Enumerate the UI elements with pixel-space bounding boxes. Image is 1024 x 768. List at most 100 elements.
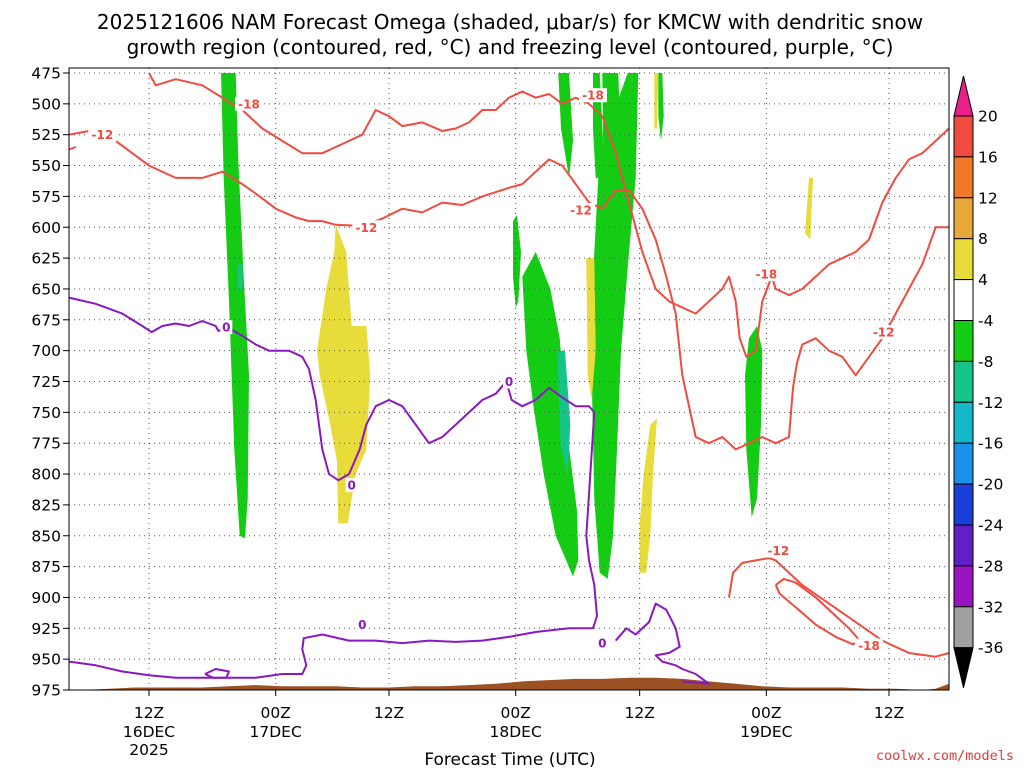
contour-label-bg-0 (235, 96, 263, 111)
colorbar-bin-6 (953, 360, 974, 403)
colorbar-label-6: -8 (978, 353, 993, 371)
omega-region-8 (745, 326, 763, 518)
colorbar-label-8: -16 (978, 435, 1003, 453)
omega-region-12 (586, 258, 596, 400)
contour-label-2: -12 (355, 221, 377, 235)
y-axis-pressure: 475 500 525 550 575 600 625 650 675 700 725 750 775 8… (31, 65, 69, 700)
omega-region-13 (639, 418, 657, 573)
y-tick-label-625: 625 (31, 250, 61, 268)
colorbar-bin-0 (953, 115, 974, 158)
omega-region-1 (522, 251, 579, 577)
y-tick-label-675: 675 (31, 311, 61, 329)
colorbar-label-13: -36 (978, 639, 1003, 657)
colorbar-label-4: 4 (978, 271, 988, 289)
contour-label-12: 0 (358, 618, 366, 632)
y-tick-label-850: 850 (31, 527, 61, 545)
colorbar-label-0: 20 (978, 108, 998, 126)
contour-label-bg-8 (855, 638, 883, 653)
colorbar-bin-11 (953, 565, 974, 608)
contour-label-bg-10 (345, 478, 358, 493)
contour-0-6 (614, 602, 710, 685)
colorbar-label-10: -24 (978, 517, 1003, 535)
contour-label-5: -18 (755, 268, 777, 282)
y-tick-label-900: 900 (31, 589, 61, 607)
contour-label-bg-1 (88, 127, 117, 142)
colorbar-label-5: -4 (978, 312, 993, 330)
colorbar-bottom-arrow (953, 647, 974, 688)
colorbar-bin-9 (953, 483, 974, 526)
colorbar-label-9: -20 (978, 476, 1003, 494)
y-tick-label-725: 725 (31, 373, 61, 391)
colorbar-label-7: -12 (978, 394, 1003, 412)
colorbar-bin-8 (953, 442, 974, 485)
colorbar-label-12: -32 (978, 598, 1003, 616)
x-tick-label-4: 12Z (624, 704, 654, 722)
contour-label-bg-4 (567, 202, 595, 217)
chart-title-line-1: 2025121606 NAM Forecast Omega (shaded, μ… (97, 10, 923, 34)
contour-label-bg-7 (764, 543, 793, 558)
y-tick-label-875: 875 (31, 558, 61, 576)
contour-label-6: -12 (873, 326, 895, 340)
contour-label-bg-2 (352, 220, 381, 235)
y-tick-label-500: 500 (31, 95, 61, 113)
colorbar-bin-7 (953, 401, 974, 444)
contour-label-7: -12 (767, 544, 789, 558)
contour-labels: -18 -12 -12 -18 -12 -18 -12 -12 -18 0 0 0 0 0 (88, 88, 898, 653)
colorbar-bin-1 (953, 156, 974, 199)
contour-label-bg-3 (579, 88, 607, 103)
omega-region-6 (591, 73, 639, 579)
x-tick-date-3: 18DEC (490, 723, 542, 741)
x-tick-label-2: 12Z (374, 704, 404, 722)
x-tick-label-3: 00Z (500, 704, 530, 722)
contour-label-0: -18 (238, 97, 260, 111)
colorbar-top-arrow (953, 75, 974, 117)
x-tick-year-0: 2025 (129, 741, 168, 759)
omega-region-15 (805, 177, 813, 240)
colorbar-label-3: 8 (978, 230, 988, 248)
y-tick-label-525: 525 (31, 126, 61, 144)
x-tick-label-6: 12Z (874, 704, 904, 722)
y-tick-label-700: 700 (31, 342, 61, 360)
omega-region-7 (658, 73, 664, 141)
x-tick-label-5: 00Z (751, 704, 781, 722)
contour-label-10: 0 (347, 479, 355, 493)
contour--18-4 (774, 577, 861, 646)
colorbar-label-11: -28 (978, 557, 1003, 575)
terrain-fill (69, 677, 949, 690)
contour-label-9: 0 (222, 321, 230, 335)
y-tick-label-750: 750 (31, 404, 61, 422)
contour--12-1 (68, 146, 77, 151)
x-axis-label: Forecast Time (UTC) (424, 750, 595, 768)
contour-label-1: -12 (91, 128, 113, 142)
contour--12-3 (728, 557, 950, 658)
omega-region-9 (237, 264, 243, 289)
y-tick-label-650: 650 (31, 280, 61, 298)
y-tick-label-475: 475 (31, 65, 61, 83)
omega-region-14 (654, 73, 659, 129)
y-tick-label-800: 800 (31, 466, 61, 484)
contour-0-5 (68, 296, 598, 679)
omega-shading (221, 73, 813, 579)
y-tick-label-600: 600 (31, 219, 61, 237)
colorbar-bin-5 (953, 320, 974, 362)
omega-region-11 (317, 224, 371, 524)
grid-lines (69, 68, 949, 690)
y-tick-label-550: 550 (31, 157, 61, 175)
contour-label-bg-9 (220, 320, 233, 335)
contour-label-11: 0 (505, 375, 513, 389)
colorbar-bin-10 (953, 524, 974, 567)
contour-label-8: -18 (858, 639, 880, 653)
omega-region-0 (221, 73, 249, 539)
contour-label-3: -18 (582, 89, 604, 103)
contour-label-4: -12 (570, 203, 592, 217)
contour--12-0 (68, 130, 949, 451)
colorbar-bin-3 (953, 238, 974, 281)
colorbar-bin-12 (953, 606, 974, 649)
colorbar-label-2: 12 (978, 189, 998, 207)
colorbar: 20 16 12 8 4 -4 -8 -12 -16 -20 -24 -28 -32 -36 (953, 75, 1003, 688)
plot-frame (68, 67, 950, 691)
contour-label-13: 0 (598, 637, 606, 651)
contour-label-bg-13 (596, 636, 609, 651)
